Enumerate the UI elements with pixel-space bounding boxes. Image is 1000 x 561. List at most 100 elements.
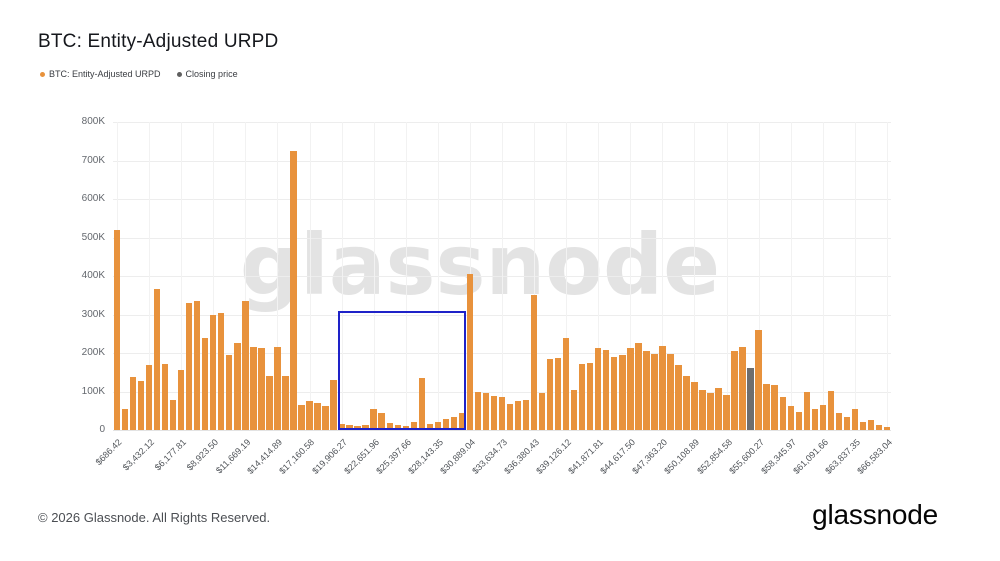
urpd-bar[interactable] <box>290 150 297 430</box>
urpd-bar[interactable] <box>739 347 746 430</box>
urpd-bar[interactable] <box>867 420 875 430</box>
urpd-bar[interactable] <box>691 381 698 430</box>
urpd-bar[interactable] <box>667 353 674 430</box>
urpd-bar[interactable] <box>258 348 265 430</box>
urpd-bar[interactable] <box>185 302 193 430</box>
urpd-bar[interactable] <box>554 357 562 430</box>
urpd-bar[interactable] <box>410 422 417 430</box>
urpd-bar[interactable] <box>330 379 337 430</box>
urpd-bar[interactable] <box>699 389 706 430</box>
urpd-bar[interactable] <box>835 412 843 430</box>
urpd-bar[interactable] <box>378 412 385 430</box>
urpd-bar[interactable] <box>145 364 153 430</box>
urpd-bar[interactable] <box>458 412 466 430</box>
urpd-bar[interactable] <box>611 356 618 430</box>
urpd-bar[interactable] <box>434 422 442 430</box>
urpd-bar[interactable] <box>779 397 786 430</box>
closing-price-bar[interactable] <box>747 368 754 430</box>
urpd-bar[interactable] <box>683 376 690 430</box>
urpd-bar[interactable] <box>466 274 474 430</box>
urpd-bar[interactable] <box>274 347 281 430</box>
urpd-bar[interactable] <box>362 425 369 430</box>
urpd-bar[interactable] <box>177 370 185 430</box>
urpd-bar[interactable] <box>546 358 554 430</box>
urpd-bar[interactable] <box>490 396 498 430</box>
urpd-bar[interactable] <box>370 408 377 430</box>
urpd-bar[interactable] <box>346 424 353 430</box>
urpd-bar[interactable] <box>651 353 658 430</box>
urpd-bar[interactable] <box>338 424 345 430</box>
urpd-bar[interactable] <box>386 423 393 430</box>
urpd-bar[interactable] <box>570 389 578 430</box>
urpd-bar[interactable] <box>306 401 313 430</box>
urpd-bar[interactable] <box>627 348 634 430</box>
urpd-bar[interactable] <box>506 403 514 430</box>
urpd-bar[interactable] <box>418 378 425 430</box>
urpd-bar[interactable] <box>811 408 818 430</box>
urpd-bar[interactable] <box>619 354 626 430</box>
urpd-bar[interactable] <box>113 229 121 430</box>
urpd-bar[interactable] <box>755 329 762 430</box>
urpd-bar[interactable] <box>161 363 169 430</box>
urpd-bar[interactable] <box>242 301 249 430</box>
urpd-bar[interactable] <box>843 416 851 430</box>
urpd-bar[interactable] <box>578 363 586 430</box>
urpd-bar[interactable] <box>450 417 458 430</box>
urpd-bar[interactable] <box>129 376 137 430</box>
urpd-bar[interactable] <box>643 351 650 430</box>
urpd-bar[interactable] <box>218 312 225 430</box>
urpd-bar[interactable] <box>795 411 802 430</box>
urpd-bar[interactable] <box>803 391 810 430</box>
urpd-bar[interactable] <box>827 390 835 430</box>
urpd-bar[interactable] <box>121 408 129 430</box>
urpd-bar[interactable] <box>137 381 145 430</box>
urpd-bar[interactable] <box>210 315 217 430</box>
urpd-bar[interactable] <box>226 354 233 430</box>
v-gridline <box>566 122 568 430</box>
urpd-bar[interactable] <box>498 397 506 430</box>
v-gridline <box>726 122 728 430</box>
urpd-bar[interactable] <box>482 393 490 430</box>
urpd-bar[interactable] <box>266 376 273 430</box>
urpd-bar[interactable] <box>282 376 289 430</box>
urpd-bar[interactable] <box>587 362 594 430</box>
urpd-bar[interactable] <box>169 399 177 430</box>
urpd-bar[interactable] <box>234 343 241 430</box>
urpd-bar[interactable] <box>595 348 602 430</box>
urpd-bar[interactable] <box>514 401 522 430</box>
urpd-bar[interactable] <box>675 364 682 430</box>
urpd-bar[interactable] <box>194 301 201 430</box>
urpd-bar[interactable] <box>851 408 859 430</box>
legend-item-closing-price[interactable]: Closing price <box>176 69 238 79</box>
urpd-bar[interactable] <box>763 383 770 430</box>
urpd-bar[interactable] <box>859 422 867 430</box>
urpd-bar[interactable] <box>707 393 714 430</box>
urpd-bar[interactable] <box>771 384 778 430</box>
urpd-bar[interactable] <box>298 404 305 430</box>
urpd-bar[interactable] <box>723 395 730 430</box>
urpd-bar[interactable] <box>530 295 538 430</box>
urpd-bar[interactable] <box>635 343 642 430</box>
urpd-bar[interactable] <box>562 337 570 430</box>
urpd-bar[interactable] <box>875 425 883 430</box>
urpd-bar[interactable] <box>394 425 401 430</box>
urpd-bar[interactable] <box>314 403 321 430</box>
urpd-bar[interactable] <box>883 426 891 430</box>
urpd-bar[interactable] <box>474 391 482 430</box>
urpd-bar[interactable] <box>442 419 450 430</box>
urpd-bar[interactable] <box>659 346 666 430</box>
urpd-bar[interactable] <box>787 406 794 430</box>
urpd-bar[interactable] <box>322 406 329 430</box>
urpd-bar[interactable] <box>250 347 257 430</box>
urpd-bar[interactable] <box>819 404 827 430</box>
urpd-bar[interactable] <box>715 387 722 430</box>
urpd-bar[interactable] <box>522 399 530 430</box>
urpd-bar[interactable] <box>538 393 546 430</box>
urpd-bar[interactable] <box>603 349 610 430</box>
v-gridline <box>854 122 856 430</box>
urpd-bar[interactable] <box>426 424 433 430</box>
urpd-bar[interactable] <box>202 338 209 430</box>
legend-item-urpd[interactable]: BTC: Entity-Adjusted URPD <box>40 69 161 79</box>
urpd-bar[interactable] <box>731 351 738 430</box>
urpd-bar[interactable] <box>153 289 161 430</box>
